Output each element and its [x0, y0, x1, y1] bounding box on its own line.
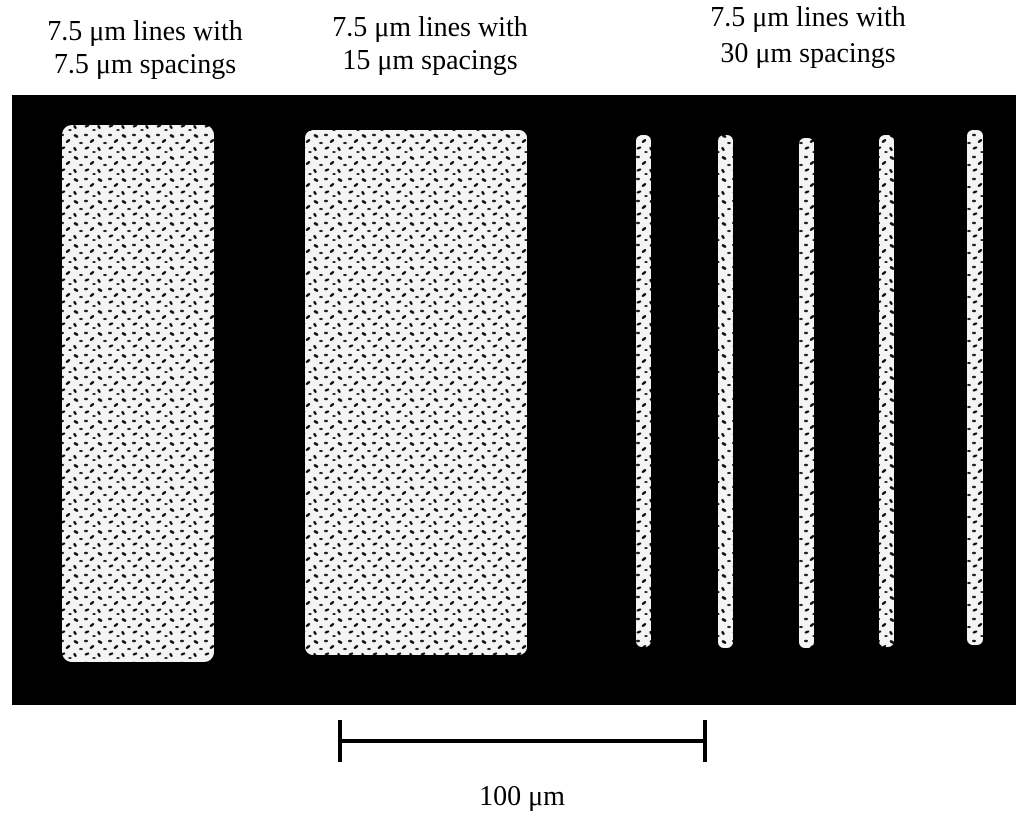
narrow-line	[967, 130, 983, 645]
wide-line	[305, 130, 527, 655]
label-line: 7.5 μm spacings	[54, 49, 236, 80]
narrow-line	[636, 135, 651, 647]
label-line: 7.5 μm lines with	[710, 2, 905, 33]
label-line: 30 μm spacings	[720, 38, 895, 69]
micrograph	[12, 95, 1016, 705]
narrow-line	[718, 135, 733, 648]
label-line: 7.5 μm lines with	[332, 12, 527, 43]
label-line: 15 μm spacings	[342, 45, 517, 76]
label-line: 7.5 μm lines with	[47, 16, 242, 47]
narrow-line	[799, 138, 814, 648]
scale-bar	[338, 720, 707, 762]
narrow-line	[879, 135, 894, 647]
wide-line	[62, 125, 214, 662]
scale-bar-label: 100 μm	[479, 781, 565, 812]
